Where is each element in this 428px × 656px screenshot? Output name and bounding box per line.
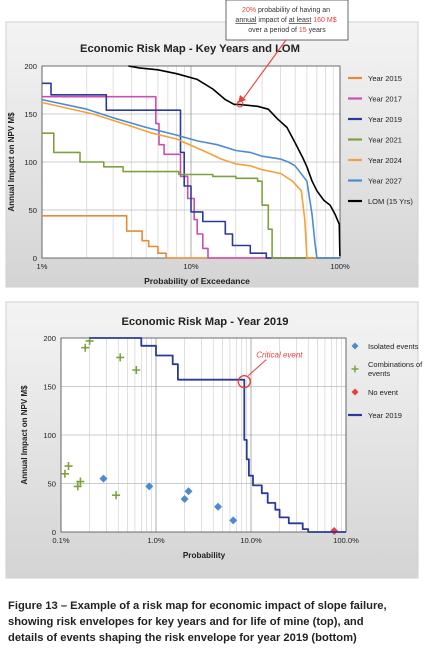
- caption-line: details of events shaping the risk envel…: [8, 632, 357, 644]
- legend-label: events: [368, 369, 390, 378]
- legend-label: Year 2019: [368, 411, 402, 420]
- y-tick-label: 150: [24, 110, 37, 119]
- legend-label: Year 2017: [368, 95, 402, 104]
- data-point-combinations-of-events: [132, 366, 141, 375]
- chart-2-ylabel: Annual Impact on NPV M$: [20, 385, 29, 485]
- critical-event-pointer: [247, 359, 267, 377]
- y-tick-label: 50: [29, 206, 37, 215]
- legend-label: Year 2024: [368, 156, 402, 165]
- x-tick-label: 1%: [37, 262, 48, 271]
- x-tick-label: 1.0%: [147, 536, 165, 545]
- plot-frame: [60, 337, 347, 533]
- chart-1-title: Economic Risk Map - Key Years and LOM: [80, 43, 300, 55]
- chart-year-2019: Economic Risk Map - Year 2019 Probabilit…: [5, 301, 423, 579]
- legend-swatch: [351, 388, 359, 396]
- legend-label: Year 2027: [368, 177, 402, 186]
- legend-swatch: [351, 342, 359, 350]
- annotation-target-point: [236, 100, 244, 108]
- data-point-combinations-of-events: [76, 477, 85, 486]
- figure-caption: Figure 13 – Example of a risk map for ec…: [8, 598, 426, 646]
- data-point-combinations-of-events: [81, 343, 90, 352]
- series-line-year-2027: [41, 98, 340, 259]
- x-tick-label: 10%: [183, 262, 198, 271]
- legend-label: Year 2021: [368, 136, 402, 145]
- series-line-year-2024: [41, 101, 340, 259]
- chart-1-xlabel: Probability of Exceedance: [144, 276, 250, 286]
- legend-label: Year 2019: [368, 115, 402, 124]
- y-tick-label: 150: [43, 383, 56, 392]
- y-tick-label: 200: [24, 62, 37, 71]
- annotation-arrow: [242, 39, 287, 100]
- y-tick-label: 50: [48, 480, 56, 489]
- legend-swatch: [351, 365, 359, 373]
- data-point-combinations-of-events: [116, 353, 125, 362]
- y-tick-label: 0: [52, 528, 56, 537]
- data-point-isolated-events: [229, 516, 238, 525]
- y-tick-label: 0: [33, 254, 37, 263]
- legend-label: Isolated events: [368, 342, 419, 351]
- caption-line: Figure 13 – Example of a risk map for ec…: [8, 600, 387, 612]
- annotation-box: [225, 0, 349, 41]
- series-line-lom-15-yrs: [128, 65, 341, 257]
- data-point-no-event: [330, 527, 339, 536]
- y-tick-label: 100: [43, 431, 56, 440]
- legend-label: Combinations of: [368, 360, 423, 369]
- legend-label: No event: [368, 388, 399, 397]
- data-point-combinations-of-events: [112, 491, 121, 500]
- x-tick-label: 100.0%: [333, 536, 359, 545]
- series-line-year-2021: [42, 132, 340, 259]
- data-point-isolated-events: [180, 495, 189, 504]
- series-line-year-2017: [42, 95, 340, 259]
- x-tick-label: 10.0%: [240, 536, 262, 545]
- data-point-isolated-events: [99, 474, 108, 483]
- y-tick-label: 100: [24, 158, 37, 167]
- data-point-combinations-of-events: [60, 469, 69, 478]
- series-line-year-2019: [42, 82, 340, 259]
- chart-1-ylabel: Annual Impact on NPV M$: [7, 112, 16, 212]
- chart-2-title: Economic Risk Map - Year 2019: [121, 316, 288, 328]
- series-line-year-2015: [42, 215, 340, 259]
- data-point-combinations-of-events: [64, 462, 73, 471]
- data-point-isolated-events: [214, 502, 223, 511]
- critical-event-label: Critical event: [256, 351, 303, 360]
- x-tick-label: 100%: [330, 262, 350, 271]
- chart-2-xlabel: Probability: [183, 551, 226, 560]
- chart-key-years-lom: Economic Risk Map - Key Years and LOM Pr…: [5, 0, 419, 288]
- data-point-combinations-of-events: [73, 482, 82, 491]
- caption-line: showing risk envelopes for key years and…: [8, 616, 364, 628]
- data-point-isolated-events: [184, 487, 193, 496]
- legend-label: LOM (15 Yrs): [368, 197, 413, 206]
- data-point-combinations-of-events: [85, 336, 94, 345]
- legend-label: Year 2015: [368, 74, 402, 83]
- series-line-year-2019: [89, 337, 346, 533]
- data-point-isolated-events: [145, 482, 154, 491]
- y-tick-label: 200: [43, 334, 56, 343]
- critical-event-circle: [237, 374, 251, 389]
- x-tick-label: 0.1%: [52, 536, 70, 545]
- annotation-text: 20% probability of having an annual impa…: [235, 7, 338, 34]
